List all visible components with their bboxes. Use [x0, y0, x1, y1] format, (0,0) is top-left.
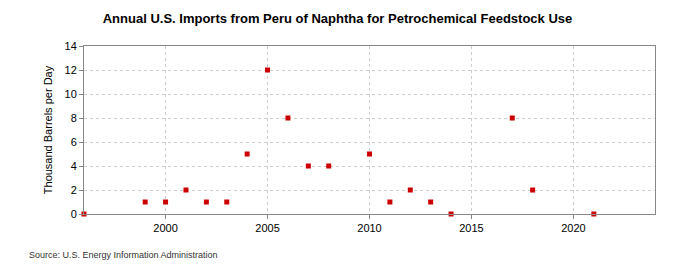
svg-text:2015: 2015	[459, 222, 483, 234]
svg-text:14: 14	[65, 40, 77, 52]
svg-text:2: 2	[71, 184, 77, 196]
svg-text:0: 0	[71, 208, 77, 220]
svg-text:Thousand Barrels per Day: Thousand Barrels per Day	[42, 65, 54, 194]
svg-text:Annual U.S. Imports from Peru: Annual U.S. Imports from Peru of Naphtha…	[103, 11, 573, 26]
svg-text:4: 4	[71, 160, 77, 172]
svg-text:2010: 2010	[357, 222, 381, 234]
svg-text:8: 8	[71, 112, 77, 124]
svg-text:2020: 2020	[561, 222, 585, 234]
svg-text:6: 6	[71, 136, 77, 148]
svg-text:2005: 2005	[255, 222, 279, 234]
svg-text:2000: 2000	[153, 222, 177, 234]
svg-text:10: 10	[65, 88, 77, 100]
svg-text:Source: U.S. Energy Informatio: Source: U.S. Energy Information Administ…	[29, 250, 218, 260]
svg-text:12: 12	[65, 64, 77, 76]
